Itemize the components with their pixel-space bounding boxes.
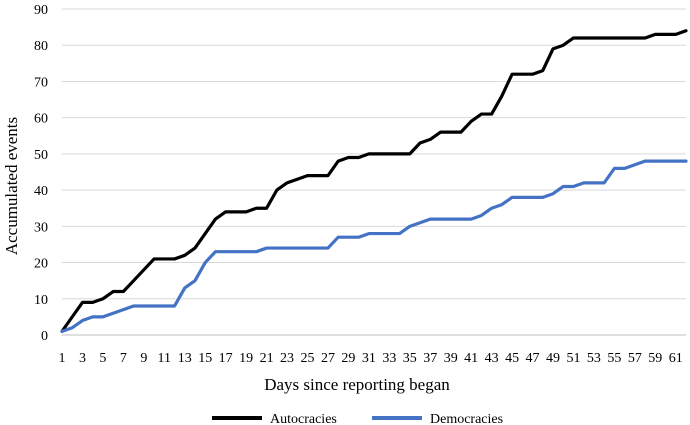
x-tick-label: 59: [648, 351, 662, 366]
x-tick-label: 13: [178, 351, 192, 366]
x-tick-label: 61: [669, 351, 683, 366]
x-tick-label: 1: [59, 351, 66, 366]
legend-label-autocracies: Autocracies: [270, 412, 337, 425]
y-tick-label: 30: [34, 220, 48, 235]
x-tick-label: 51: [566, 351, 580, 366]
x-tick-label: 3: [79, 351, 86, 366]
y-tick-label: 0: [41, 329, 48, 344]
y-tick-label: 80: [34, 39, 48, 54]
x-tick-label: 41: [464, 351, 478, 366]
y-tick-label: 90: [34, 3, 48, 18]
y-tick-label: 50: [34, 148, 48, 163]
x-tick-label: 15: [198, 351, 212, 366]
x-tick-label: 11: [158, 351, 171, 366]
legend: Autocracies Democracies: [212, 412, 503, 425]
x-tick-label: 21: [260, 351, 274, 366]
series-line-democracies: [60, 159, 688, 333]
x-tick-label: 17: [219, 351, 233, 366]
legend-label-democracies: Democracies: [430, 412, 503, 425]
x-tick-label: 49: [546, 351, 560, 366]
series-line-autocracies: [60, 29, 688, 333]
x-tick-label: 47: [526, 351, 540, 366]
y-tick-label: 10: [34, 293, 48, 308]
x-tick-labels: 1 3 5 7 9 11 13 15 17 19 21 23 25 27 29 31 33 35 37 39 41 43 4…: [59, 351, 683, 366]
series-lines: [60, 29, 688, 333]
y-tick-label: 20: [34, 257, 48, 272]
x-tick-label: 37: [423, 351, 437, 366]
x-tick-label: 39: [444, 351, 458, 366]
x-tick-label: 27: [321, 351, 335, 366]
x-tick-label: 45: [505, 351, 519, 366]
y-tick-label: 60: [34, 112, 48, 127]
y-tick-labels: 0 10 20 30 40 50 60 70 80 90: [34, 3, 48, 344]
x-tick-label: 19: [239, 351, 253, 366]
x-tick-label: 33: [382, 351, 396, 366]
x-tick-label: 23: [280, 351, 294, 366]
x-tick-label: 55: [607, 351, 621, 366]
y-tick-label: 70: [34, 75, 48, 90]
x-tick-label: 9: [140, 351, 147, 366]
x-tick-label: 31: [362, 351, 376, 366]
x-tick-label: 25: [301, 351, 315, 366]
y-tick-label: 40: [34, 184, 48, 199]
x-tick-label: 43: [485, 351, 499, 366]
x-tick-label: 53: [587, 351, 601, 366]
x-tick-label: 5: [99, 351, 106, 366]
x-tick-label: 7: [120, 351, 127, 366]
x-tick-label: 29: [341, 351, 355, 366]
x-axis-title: Days since reporting began: [264, 375, 450, 394]
x-tick-label: 57: [628, 351, 642, 366]
y-axis-title: Accumulated events: [2, 117, 21, 255]
x-tick-label: 35: [403, 351, 417, 366]
